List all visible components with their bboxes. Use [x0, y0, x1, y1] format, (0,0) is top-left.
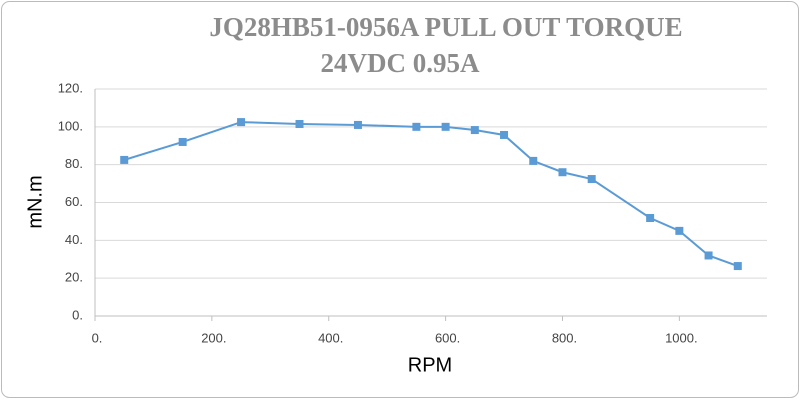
chart-subtitle: 24VDC 0.95A: [321, 48, 480, 78]
x-tick-label: 0.: [92, 330, 103, 345]
point-marker: [646, 214, 655, 223]
x-tick-label: 800.: [552, 330, 577, 345]
y-tick-label: 60.: [65, 194, 83, 209]
point-marker: [441, 122, 450, 131]
x-tick-label: 600.: [435, 330, 460, 345]
point-marker: [500, 130, 509, 139]
point-marker: [733, 262, 742, 271]
point-marker: [704, 251, 713, 260]
y-tick-label: 20.: [65, 270, 83, 285]
x-tick-label: 1000.: [665, 330, 698, 345]
y-tick-label: 0.: [72, 307, 83, 322]
series-line: [123, 121, 739, 268]
y-axis-label: mN.m: [24, 175, 46, 228]
y-tick-label: 80.: [65, 156, 83, 171]
point-marker: [178, 137, 187, 146]
x-tick-label: 400.: [318, 330, 343, 345]
chart-title: JQ28HB51-0956A PULL OUT TORQUE: [209, 12, 682, 42]
point-marker: [675, 226, 684, 235]
point-marker: [412, 122, 421, 131]
point-marker: [295, 119, 304, 128]
point-marker: [353, 120, 362, 129]
point-marker: [470, 126, 479, 135]
x-axis-label: RPM: [408, 354, 452, 376]
point-marker: [529, 156, 538, 165]
point-marker: [237, 118, 246, 127]
x-tick-label: 200.: [201, 330, 226, 345]
y-tick-label: 100.: [58, 118, 83, 133]
point-marker: [587, 175, 596, 184]
y-tick-label: 120.: [58, 80, 83, 95]
y-tick-label: 40.: [65, 232, 83, 247]
point-marker: [120, 155, 129, 164]
point-marker: [558, 168, 567, 177]
